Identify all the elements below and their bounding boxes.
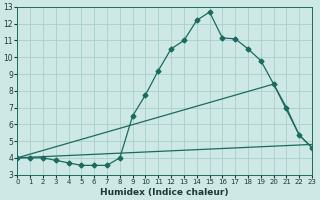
X-axis label: Humidex (Indice chaleur): Humidex (Indice chaleur) [100,188,229,197]
